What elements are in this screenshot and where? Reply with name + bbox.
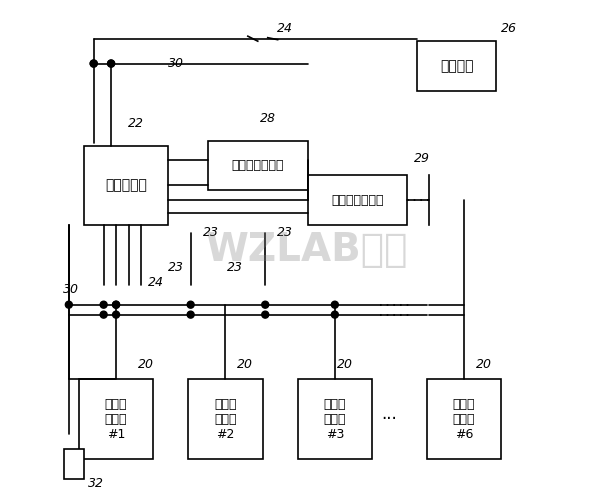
FancyBboxPatch shape	[417, 41, 496, 91]
Text: 20: 20	[237, 358, 253, 371]
Text: 29: 29	[414, 152, 430, 164]
Text: 26: 26	[501, 22, 517, 35]
Text: 23: 23	[168, 261, 184, 274]
Text: 24: 24	[148, 276, 164, 289]
Circle shape	[187, 301, 194, 308]
Circle shape	[113, 301, 119, 308]
Text: 通风柜
控制器
#3: 通风柜 控制器 #3	[323, 398, 346, 440]
Text: 供应气流传感器: 供应气流传感器	[331, 194, 384, 207]
Circle shape	[262, 301, 269, 308]
FancyBboxPatch shape	[188, 380, 263, 459]
Text: 通风柜
控制器
#2: 通风柜 控制器 #2	[214, 398, 237, 440]
Text: 排放气流传感器: 排放气流传感器	[231, 159, 284, 172]
Text: 主控制台: 主控制台	[440, 59, 474, 73]
Circle shape	[90, 60, 97, 67]
Text: 22: 22	[128, 116, 144, 130]
Text: 20: 20	[476, 358, 492, 371]
FancyBboxPatch shape	[427, 380, 501, 459]
FancyBboxPatch shape	[208, 140, 308, 190]
Text: 30: 30	[63, 284, 79, 296]
Text: 23: 23	[277, 226, 293, 239]
FancyBboxPatch shape	[84, 146, 169, 225]
Circle shape	[100, 311, 107, 318]
Circle shape	[108, 60, 114, 67]
Text: WZLAB诚志: WZLAB诚志	[206, 231, 409, 269]
FancyBboxPatch shape	[308, 176, 407, 225]
Circle shape	[113, 301, 119, 308]
Text: 23: 23	[228, 261, 244, 274]
Circle shape	[262, 311, 269, 318]
Circle shape	[108, 60, 114, 67]
Text: 23: 23	[202, 226, 218, 239]
Circle shape	[331, 311, 338, 318]
Circle shape	[187, 311, 194, 318]
Text: 通风柜
控制器
#1: 通风柜 控制器 #1	[105, 398, 127, 440]
Circle shape	[90, 60, 97, 67]
Text: 房间控制器: 房间控制器	[105, 178, 147, 192]
FancyBboxPatch shape	[79, 380, 153, 459]
Text: 20: 20	[138, 358, 154, 371]
Text: 32: 32	[88, 477, 104, 490]
Text: ...: ...	[382, 405, 397, 423]
FancyBboxPatch shape	[298, 380, 372, 459]
Text: 28: 28	[260, 112, 276, 124]
Circle shape	[331, 301, 338, 308]
Text: 24: 24	[277, 22, 293, 35]
Circle shape	[100, 301, 107, 308]
FancyBboxPatch shape	[64, 449, 84, 478]
Circle shape	[65, 301, 73, 308]
Text: 通风柜
控制器
#6: 通风柜 控制器 #6	[453, 398, 475, 440]
Text: 20: 20	[337, 358, 353, 371]
Circle shape	[113, 311, 119, 318]
Text: 30: 30	[168, 57, 184, 70]
